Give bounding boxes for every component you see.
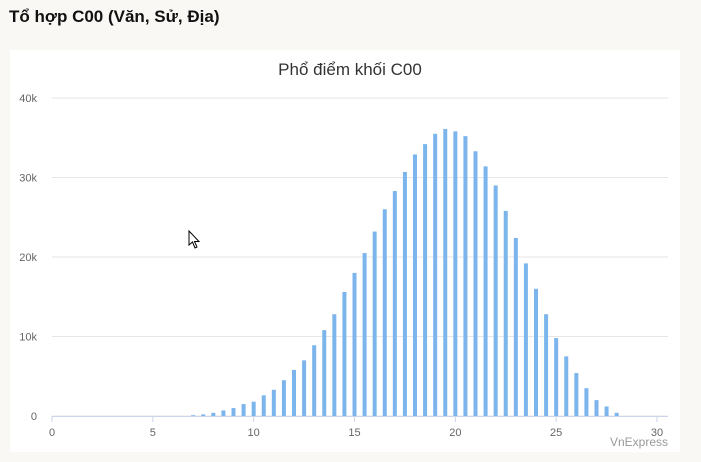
bar [271,389,276,416]
x-tick-label: 15 [348,427,360,439]
bar [423,144,428,417]
y-tick-label: 40k [19,93,37,105]
bar [292,369,296,416]
bar [443,129,448,416]
bar [574,373,579,416]
bar [483,166,488,416]
x-tick-label: 0 [49,427,55,439]
bar [372,231,377,416]
bar [312,345,317,416]
bar [584,388,589,416]
x-tick-label: 10 [248,427,260,439]
bar [594,400,599,416]
bar [261,395,266,416]
bar [413,154,417,416]
credits: VnExpress [610,435,668,449]
bar [302,360,307,416]
bar [221,410,226,416]
bar [564,356,569,416]
bar [362,253,367,416]
bar [433,133,438,416]
y-tick-label: 30k [19,173,37,185]
chart-title: Phổ điểm khối C00 [278,60,422,79]
bar [201,414,206,416]
x-tick-label: 20 [449,427,461,439]
bar [523,263,528,416]
bar [281,380,286,416]
bar [241,404,246,416]
bar [463,136,468,416]
y-tick-label: 20k [19,252,37,264]
bar [473,151,478,416]
x-tick-label: 25 [550,427,562,439]
bar [251,401,256,416]
bar [554,338,559,416]
bar [342,291,347,416]
y-tick-label: 0 [31,411,37,423]
bar [382,209,387,416]
bar [614,412,619,416]
bar [402,171,407,416]
bar [493,185,498,416]
page-heading: Tổ hợp C00 (Văn, Sử, Địa) [9,7,220,26]
y-tick-label: 10k [19,332,37,344]
bar [332,314,337,416]
x-tick-label: 5 [150,427,156,439]
bar [231,408,236,416]
bar [604,406,609,416]
bar [534,288,538,416]
bar [191,415,196,416]
bar [322,330,327,416]
bar [453,131,458,416]
bar [211,412,216,416]
bar [352,272,357,416]
x-tick-label: 30 [651,427,663,439]
bar [392,191,397,416]
bar [513,237,518,416]
bar [544,314,549,416]
cursor [188,229,201,249]
bar [503,210,508,416]
